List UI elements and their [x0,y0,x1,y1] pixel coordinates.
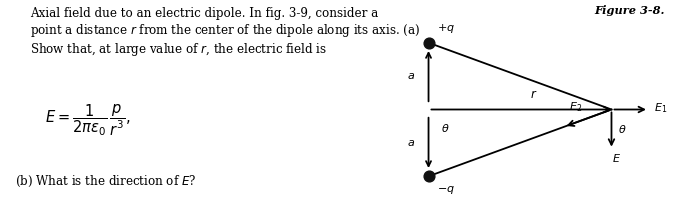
Text: $r$: $r$ [529,88,537,101]
Text: $E$: $E$ [612,152,621,164]
Text: Axial field due to an electric dipole. In fig. 3-9, consider a
point a distance : Axial field due to an electric dipole. I… [30,7,420,58]
Text: $a$: $a$ [407,71,415,81]
Text: $+q$: $+q$ [437,22,455,35]
Point [423,41,434,44]
Text: $\theta$: $\theta$ [618,123,627,135]
Text: (b) What is the direction of $E$?: (b) What is the direction of $E$? [15,174,196,189]
Text: $-q$: $-q$ [437,184,455,196]
Text: $E = \dfrac{1}{2\pi\varepsilon_0}\,\dfrac{p}{r^3},$: $E = \dfrac{1}{2\pi\varepsilon_0}\,\dfra… [46,103,131,138]
Point [423,175,434,178]
Text: $E_2$: $E_2$ [569,100,582,114]
Text: $E_1$: $E_1$ [654,101,668,115]
Text: $a$: $a$ [407,138,415,148]
Text: Figure 3-8.: Figure 3-8. [594,5,665,16]
Text: $\theta$: $\theta$ [441,122,449,134]
